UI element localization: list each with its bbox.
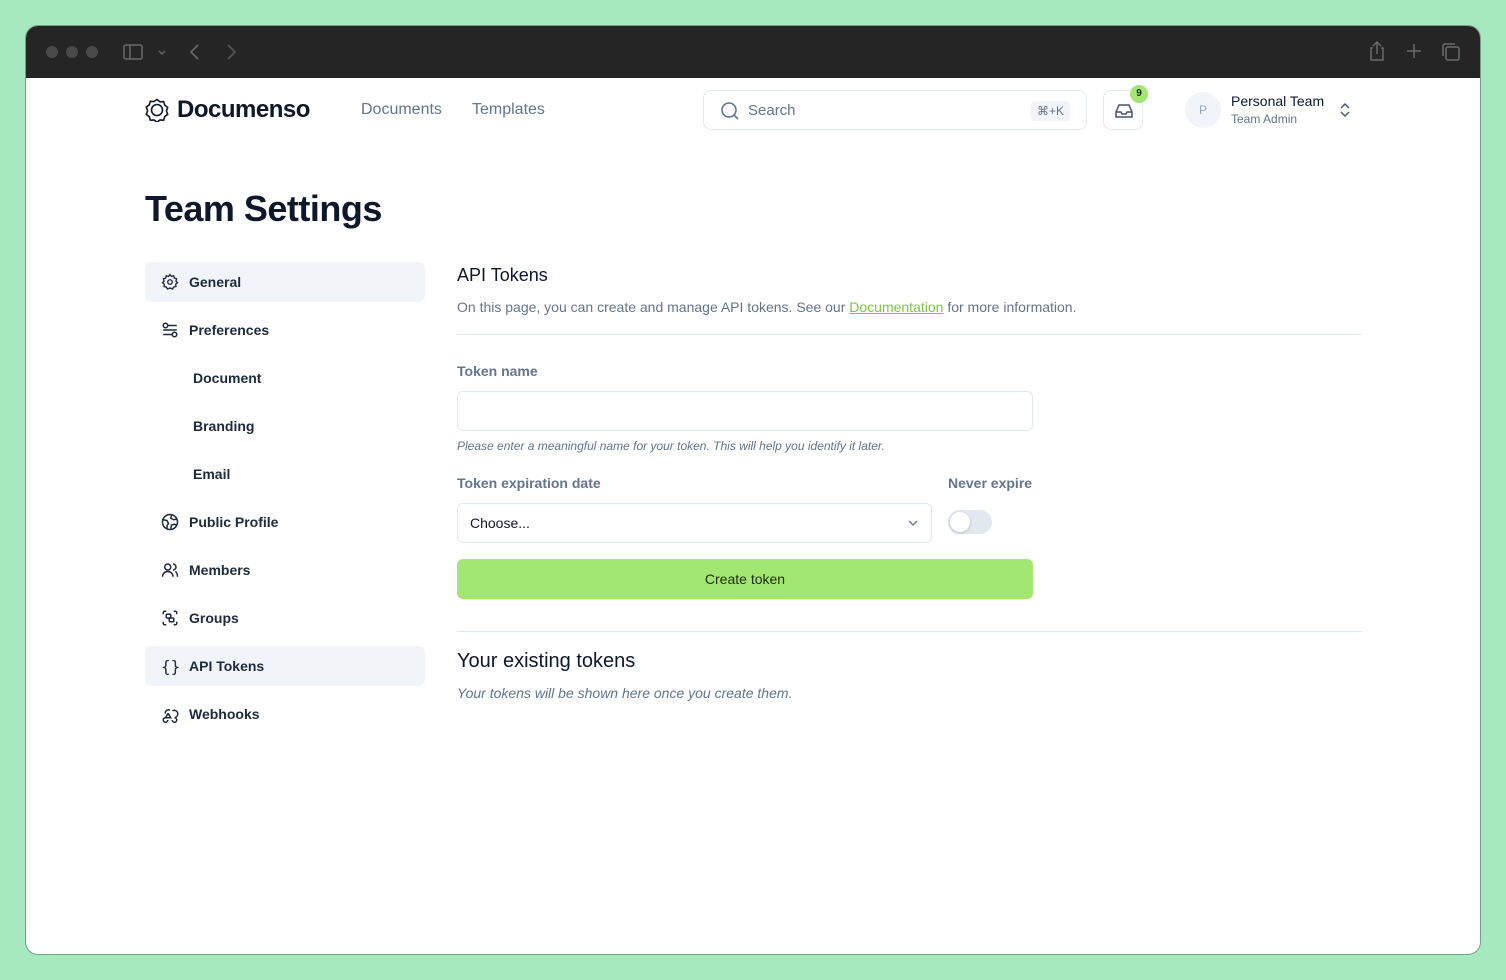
section-title: API Tokens — [457, 265, 548, 285]
section-description: On this page, you can create and manage … — [457, 299, 1077, 315]
existing-tokens-title: Your existing tokens — [457, 650, 636, 672]
sidebar-item-label: Branding — [193, 418, 255, 434]
users-icon — [161, 563, 179, 577]
sidebar-item-label: Preferences — [189, 322, 270, 338]
description-text: for more information. — [943, 299, 1077, 315]
sidebar-icon[interactable] — [123, 42, 143, 62]
token-name-label: Token name — [457, 363, 538, 379]
close-window-button[interactable] — [46, 46, 58, 58]
maximize-window-button[interactable] — [86, 46, 98, 58]
sliders-icon — [162, 322, 178, 338]
expiry-select[interactable]: Choose... — [457, 503, 932, 543]
back-icon[interactable] — [188, 42, 202, 62]
sidebar-item-branding[interactable]: Branding — [145, 406, 425, 446]
create-token-button[interactable]: Create token — [457, 559, 1033, 599]
globe-icon — [161, 513, 179, 531]
sidebar-item-general[interactable]: General — [145, 262, 425, 302]
inbox-button[interactable]: 9 — [1103, 85, 1148, 130]
new-tab-icon[interactable] — [1405, 42, 1423, 60]
description-text: On this page, you can create and manage … — [457, 299, 850, 315]
sidebar-item-label: Public Profile — [189, 514, 279, 530]
divider — [457, 631, 1362, 632]
gear-icon — [161, 273, 179, 290]
share-icon[interactable] — [1368, 40, 1386, 62]
minimize-window-button[interactable] — [66, 46, 78, 58]
search-shortcut: ⌘+K — [1030, 101, 1070, 121]
chevron-down-icon[interactable] — [157, 48, 167, 58]
logo-icon — [145, 98, 169, 122]
sidebar-item-label: Groups — [189, 610, 239, 626]
nav-documents[interactable]: Documents — [361, 101, 442, 118]
toggle-thumb — [950, 512, 970, 532]
sidebar-item-groups[interactable]: Groups — [145, 598, 425, 638]
tabs-icon[interactable] — [1441, 42, 1461, 62]
sidebar-item-email[interactable]: Email — [145, 454, 425, 494]
inbox-badge: 9 — [1130, 85, 1148, 103]
team-name[interactable]: Personal Team — [1231, 93, 1325, 109]
webhook-icon — [162, 709, 179, 723]
documentation-link[interactable]: Documentation — [849, 299, 944, 315]
sidebar-item-preferences[interactable]: Preferences — [145, 310, 425, 350]
logo-text: Documenso — [177, 96, 310, 123]
sidebar-item-label: Members — [189, 562, 251, 578]
sidebar-item-label: Email — [193, 466, 231, 482]
sidebar-item-document[interactable]: Document — [145, 358, 425, 398]
title-bar — [26, 26, 1480, 78]
search-icon — [721, 102, 739, 120]
sidebar-item-webhooks[interactable]: Webhooks — [145, 694, 425, 734]
divider — [457, 334, 1362, 335]
page-title: Team Settings — [145, 188, 382, 229]
sidebar-item-public-profile[interactable]: Public Profile — [145, 502, 425, 542]
never-expire-label: Never expire — [948, 475, 1033, 491]
avatar[interactable]: P — [1185, 92, 1221, 128]
chevron-down-icon — [908, 520, 918, 526]
team-role: Team Admin — [1231, 112, 1298, 126]
never-expire-toggle[interactable] — [948, 510, 992, 534]
forward-icon[interactable] — [224, 42, 238, 62]
chevron-up-down-icon[interactable] — [1338, 101, 1352, 119]
search-placeholder: Search — [748, 102, 796, 119]
browser-window: Documenso Documents Templates Search ⌘+K… — [26, 26, 1480, 954]
token-name-hint: Please enter a meaningful name for your … — [457, 439, 885, 453]
sidebar-item-label: API Tokens — [189, 658, 265, 674]
sidebar-item-label: General — [189, 274, 242, 290]
search-input[interactable]: Search ⌘+K — [703, 90, 1087, 130]
inbox-icon — [1115, 104, 1133, 118]
group-icon — [162, 610, 178, 626]
token-name-input[interactable] — [457, 391, 1033, 431]
existing-tokens-empty: Your tokens will be shown here once you … — [457, 685, 793, 701]
sidebar-item-label: Webhooks — [189, 706, 260, 722]
sidebar-item-api-tokens[interactable]: {} API Tokens — [145, 646, 425, 686]
sidebar-item-label: Document — [193, 370, 262, 386]
expiry-label: Token expiration date — [457, 475, 601, 491]
sidebar-item-members[interactable]: Members — [145, 550, 425, 590]
nav-templates[interactable]: Templates — [472, 101, 545, 118]
expiry-value: Choose... — [470, 515, 530, 531]
braces-icon: {} — [161, 656, 181, 676]
logo[interactable]: Documenso — [145, 96, 310, 124]
